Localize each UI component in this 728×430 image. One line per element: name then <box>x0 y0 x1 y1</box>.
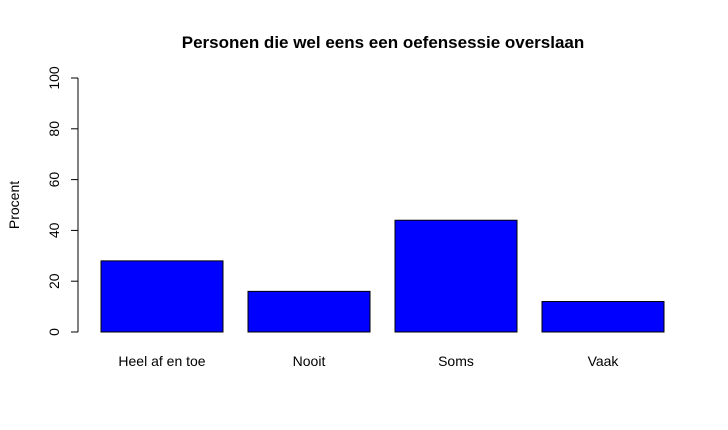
y-tick-label: 100 <box>46 66 62 90</box>
bar <box>247 290 371 333</box>
y-tick-label: 20 <box>46 273 62 289</box>
x-tick-label: Heel af en toe <box>118 353 205 369</box>
y-axis-label: Procent <box>6 181 22 229</box>
x-tick-label: Vaak <box>588 353 620 369</box>
x-tick-label: Soms <box>438 353 474 369</box>
x-axis-labels: Heel af en toe Nooit Soms Vaak <box>118 353 619 369</box>
y-tick-label: 60 <box>46 172 62 188</box>
x-tick-label: Nooit <box>293 353 326 369</box>
y-tick-label: 40 <box>46 222 62 238</box>
bar <box>100 260 224 333</box>
bar <box>541 301 665 333</box>
bars-group <box>100 219 665 333</box>
y-tick-label: 0 <box>46 328 62 336</box>
bar <box>394 219 518 333</box>
chart-title: Personen die wel eens een oefensessie ov… <box>182 33 585 52</box>
y-tick-label: 80 <box>46 121 62 137</box>
y-axis-ticks: 0 20 40 60 80 100 <box>46 66 78 336</box>
